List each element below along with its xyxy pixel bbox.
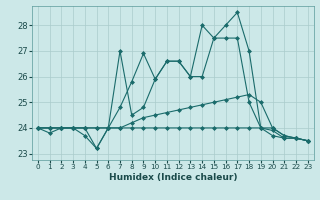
X-axis label: Humidex (Indice chaleur): Humidex (Indice chaleur)	[108, 173, 237, 182]
